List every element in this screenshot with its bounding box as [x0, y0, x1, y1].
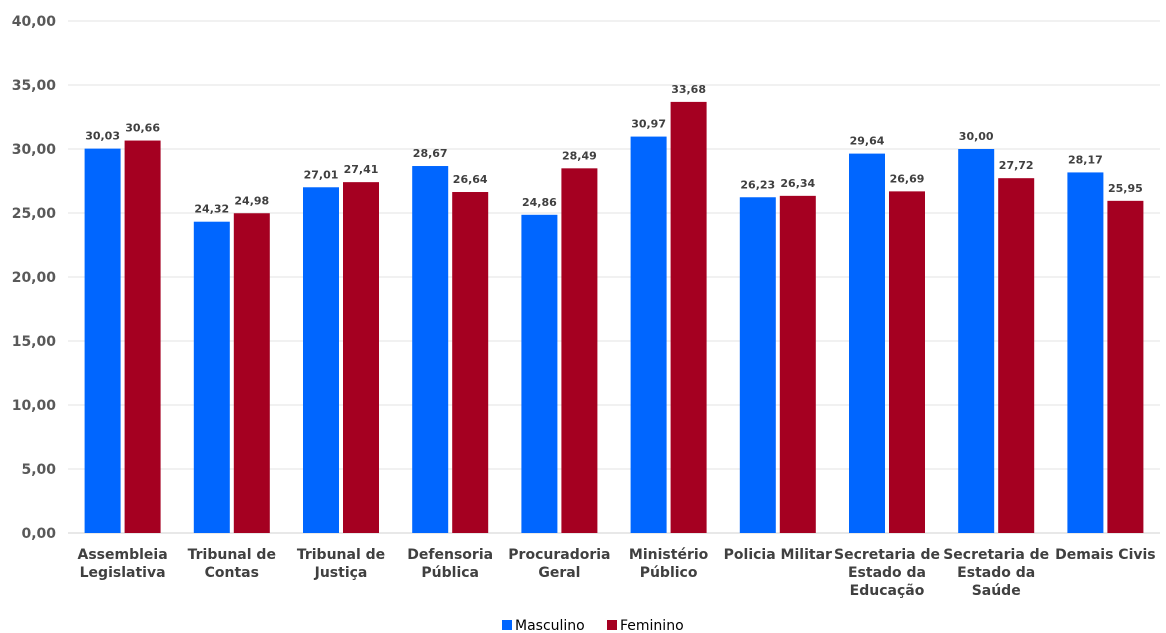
- legend-label-masculino: Masculino: [515, 618, 585, 633]
- y-tick-label: 15,00: [12, 334, 57, 350]
- x-tick-label: Justiça: [314, 565, 368, 581]
- data-label: 30,00: [959, 130, 994, 143]
- x-tick-label: Educação: [850, 583, 925, 599]
- data-label: 27,41: [344, 163, 379, 176]
- y-tick-label: 20,00: [12, 270, 57, 286]
- x-tick-label: Público: [640, 565, 698, 581]
- data-label: 33,68: [671, 83, 706, 96]
- y-axis-ticks: 0,00 5,00 10,00 15,00 20,00 25,00 30,00 35,00 40…: [12, 14, 57, 542]
- data-label: 24,32: [194, 203, 229, 216]
- bar-masculino: [958, 149, 995, 533]
- bar-feminino: [343, 182, 379, 534]
- data-label: 25,95: [1108, 182, 1143, 195]
- x-tick-label: Assembleia: [78, 547, 168, 563]
- y-tick-label: 0,00: [21, 526, 56, 542]
- x-tick-label: Demais Civis: [1055, 547, 1156, 563]
- x-tick-label: Policia Militar: [724, 547, 832, 563]
- data-label: 24,86: [522, 196, 557, 209]
- data-label: 26,64: [453, 173, 488, 186]
- data-label: 26,69: [890, 172, 925, 185]
- bars: [84, 101, 1144, 534]
- bar-masculino: [630, 136, 667, 534]
- x-axis-ticks: Assembleia Legislativa Tribunal de Contas Tr…: [78, 547, 1156, 599]
- bar-feminino: [1107, 200, 1144, 533]
- y-tick-label: 40,00: [12, 14, 57, 30]
- bar-feminino: [779, 195, 816, 533]
- data-label: 26,34: [780, 177, 815, 190]
- legend-swatch-masculino: [502, 620, 512, 630]
- x-tick-label: Estado da: [848, 565, 926, 581]
- bar-masculino: [303, 187, 339, 533]
- x-tick-label: Procuradoria: [508, 547, 610, 563]
- bar-feminino: [998, 178, 1035, 533]
- data-label: 30,97: [631, 118, 666, 131]
- bar-feminino: [452, 192, 489, 533]
- bar-feminino: [561, 168, 598, 533]
- x-tick-label: Legislativa: [80, 565, 166, 581]
- x-tick-label: Tribunal de: [188, 547, 276, 563]
- data-label: 27,01: [304, 168, 339, 181]
- bar-feminino: [670, 101, 707, 534]
- y-tick-label: 30,00: [12, 142, 57, 158]
- x-tick-label: Defensoria: [407, 547, 493, 563]
- data-label: 24,98: [234, 194, 269, 207]
- data-label: 27,72: [999, 159, 1034, 172]
- bar-masculino: [739, 197, 776, 534]
- x-tick-label: Ministério: [629, 547, 709, 563]
- x-tick-label: Contas: [205, 565, 259, 581]
- x-tick-label: Geral: [538, 565, 580, 581]
- y-tick-label: 25,00: [12, 206, 57, 222]
- x-tick-label: Pública: [421, 565, 479, 581]
- y-tick-label: 10,00: [12, 398, 57, 414]
- data-label: 29,64: [850, 135, 885, 148]
- data-label: 30,66: [125, 122, 160, 135]
- bar-feminino: [124, 140, 161, 533]
- bar-masculino: [412, 166, 449, 534]
- x-tick-label: Estado da: [957, 565, 1035, 581]
- legend-swatch-feminino: [607, 620, 617, 630]
- x-tick-label: Secretaria de: [834, 547, 940, 563]
- gridlines: [68, 20, 1160, 534]
- bar-masculino: [521, 214, 558, 534]
- bar-masculino: [849, 153, 885, 533]
- legend: Masculino Feminino: [502, 618, 684, 633]
- x-tick-label: Tribunal de: [297, 547, 385, 563]
- bar-masculino: [1067, 172, 1104, 533]
- bar-feminino: [233, 213, 270, 534]
- legend-label-feminino: Feminino: [620, 618, 684, 633]
- y-tick-label: 35,00: [12, 78, 57, 94]
- y-tick-label: 5,00: [21, 462, 56, 478]
- x-tick-label: Secretaria de: [943, 547, 1049, 563]
- data-labels: 30,03 30,66 24,32 24,98 27,01 27,41 28,67 26,64…: [85, 83, 1143, 216]
- data-label: 30,03: [85, 130, 120, 143]
- data-label: 28,17: [1068, 153, 1103, 166]
- data-label: 26,23: [740, 178, 775, 191]
- data-label: 28,67: [413, 147, 448, 160]
- bar-masculino: [193, 221, 230, 534]
- bar-feminino: [889, 191, 925, 534]
- data-label: 28,49: [562, 149, 597, 162]
- x-tick-label: Saúde: [972, 583, 1021, 599]
- bar-masculino: [84, 148, 121, 533]
